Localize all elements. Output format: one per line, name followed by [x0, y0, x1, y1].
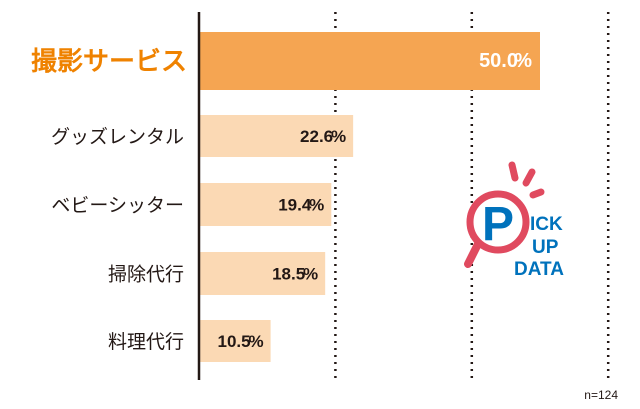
badge-rays [508, 161, 545, 199]
badge-letter-p: P [482, 198, 514, 251]
unit-label: % [303, 265, 318, 284]
unit-label: % [309, 196, 324, 215]
bar-0 [199, 32, 540, 90]
sample-size-note: n=124 [584, 388, 618, 402]
bar-3 [199, 252, 326, 295]
bar-2 [199, 183, 332, 226]
data-label: 10.5 [218, 332, 251, 351]
unit-label: % [331, 127, 346, 146]
category-label: ベビーシッター [51, 195, 184, 217]
unit-label: % [514, 50, 532, 72]
category-label: 料理代行 [108, 331, 184, 353]
data-label: 22.6 [300, 127, 333, 146]
unit-label: % [248, 332, 263, 351]
category-label: 撮影サービス [31, 47, 187, 77]
bar-1 [199, 115, 354, 157]
badge-line2: UP [532, 237, 559, 258]
bar-4 [199, 320, 271, 362]
data-label: 19.4 [278, 196, 312, 215]
badge-line1: ICK [530, 214, 563, 235]
category-label: グッズレンタル [51, 126, 184, 148]
data-label: 18.5 [272, 265, 305, 284]
data-label: 50.0 [479, 50, 518, 72]
pick-up-data-badge: P ICK UP DATA [464, 161, 564, 280]
magnifier-icon [466, 190, 530, 254]
badge-line3: DATA [514, 259, 564, 280]
category-label: 掃除代行 [108, 264, 184, 286]
